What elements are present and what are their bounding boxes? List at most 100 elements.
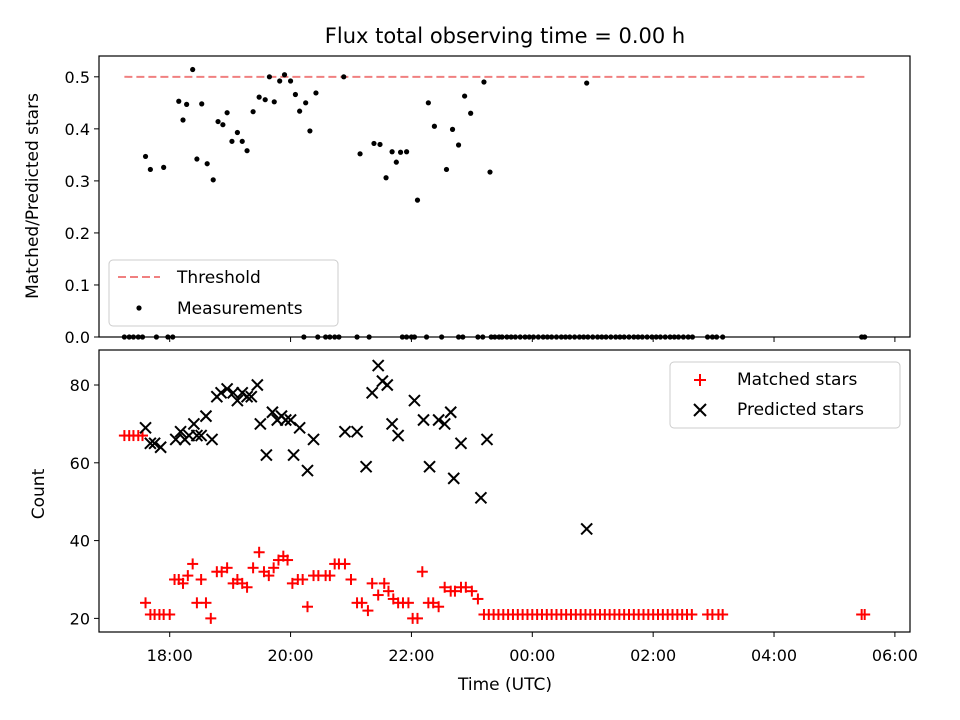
predicted-star-point: [231, 394, 244, 407]
matched-star-point: [345, 573, 357, 585]
predicted-star-point: [359, 460, 373, 473]
bottom-xtick-label: 02:00: [630, 646, 676, 665]
measurement-point: [199, 101, 205, 107]
measurement-point: [425, 100, 431, 106]
top-ytick-label: 0.5: [65, 68, 90, 87]
matched-star-point: [402, 597, 414, 609]
predicted-star-point: [293, 421, 306, 435]
measurement-point: [176, 98, 182, 104]
top-ytick-label: 0.2: [65, 224, 90, 243]
predicted-star-point: [447, 472, 460, 485]
matched-star-point: [221, 562, 233, 574]
predicted-star-point: [169, 433, 182, 446]
predicted-star-point: [365, 386, 379, 399]
measurement-point: [281, 72, 288, 78]
matched-star-point: [433, 601, 445, 613]
predicted-star-point: [190, 429, 204, 442]
matched-star-point: [164, 608, 176, 620]
measurement-point: [271, 99, 277, 105]
measurement-point: [147, 166, 153, 173]
top-yticks: 0.0 0.1 0.2 0.3 0.4 0.5: [65, 68, 99, 347]
predicted-star-point: [307, 433, 320, 446]
measurement-point: [297, 108, 303, 114]
predicted-star-point: [144, 437, 157, 450]
predicted-star-point: [260, 448, 273, 462]
measurement-point: [403, 149, 410, 155]
measurement-point: [229, 138, 235, 144]
bottom-axes-frame: [98, 349, 911, 633]
predicted-star-point: [240, 390, 254, 403]
matched-star-point: [449, 585, 461, 597]
predicted-star-point: [444, 406, 457, 419]
matched-star-point: [859, 608, 871, 620]
measurement-point: [584, 80, 590, 86]
matched-star-point: [686, 608, 698, 620]
matched-star-point: [177, 577, 189, 589]
predicted-star-point: [214, 386, 228, 399]
predicted-star-point: [154, 441, 167, 454]
predicted-star-point: [139, 421, 152, 435]
bottom-xtick-label: 20:00: [268, 646, 314, 665]
measurement-point: [142, 153, 149, 160]
predicted-star-point: [580, 522, 593, 536]
predicted-star-point: [454, 437, 468, 450]
matched-star-point: [460, 581, 472, 593]
top-axes: Flux total observing time = 0.00 h Match…: [23, 24, 911, 347]
measurement-point: [220, 122, 226, 128]
threshold-legend-label: Threshold: [176, 268, 261, 288]
matched-legend-marker: [694, 374, 706, 386]
measurement-point: [393, 159, 399, 165]
predicted-star-point: [205, 433, 219, 446]
measurement-point: [449, 126, 456, 132]
measurement-point: [303, 100, 309, 106]
predicted-star-point: [385, 417, 399, 431]
predicted-star-point: [279, 413, 292, 427]
matched-star-point: [411, 612, 423, 624]
matched-star-point: [472, 593, 484, 605]
bottom-xtick-label: 04:00: [751, 646, 797, 665]
predicted-star-point: [187, 417, 201, 431]
matched-star-point: [195, 573, 207, 585]
measurement-point: [313, 90, 319, 96]
predicted-star-point: [423, 460, 436, 473]
predicted-star-point: [350, 425, 364, 438]
measurement-point: [414, 197, 421, 203]
matched-star-point: [253, 546, 265, 558]
predicted-star-point: [287, 448, 300, 462]
measurement-point: [204, 161, 210, 167]
top-ytick-label: 0.0: [65, 328, 90, 347]
measurement-point: [292, 91, 299, 98]
matched-star-point: [182, 570, 194, 582]
measurement-point: [239, 138, 245, 144]
top-ytick-label: 0.4: [65, 120, 90, 139]
measurement-point: [397, 149, 404, 155]
predicted-star-point: [251, 378, 264, 392]
bottom-xtick-label: 18:00: [147, 646, 193, 665]
bottom-xlabel: Time (UTC): [457, 675, 552, 695]
top-legend-box: [108, 259, 339, 327]
top-ytick-label: 0.1: [65, 276, 90, 295]
matched-star-point: [382, 585, 394, 597]
measurement-point: [443, 166, 450, 173]
predicted-star-point: [432, 413, 445, 427]
predicted-star-point: [245, 390, 258, 403]
matched-star-point: [717, 608, 729, 620]
measurements-legend-marker: [136, 305, 142, 311]
measurement-point: [383, 175, 389, 181]
measurement-point: [210, 177, 216, 183]
predicted-star-point: [408, 394, 421, 407]
measurements-legend-label: Measurements: [177, 299, 303, 319]
measurement-point: [481, 79, 487, 85]
top-title: Flux total observing time = 0.00 h: [325, 24, 685, 48]
measurement-point: [468, 110, 474, 116]
matched-star-point: [339, 558, 351, 570]
matched-star-point: [324, 570, 336, 582]
bottom-legend-box: [669, 361, 901, 429]
matched-star-point: [356, 597, 368, 609]
predicted-star-point: [266, 406, 279, 419]
measurement-point: [194, 156, 200, 162]
matched-star-point: [282, 554, 294, 566]
matched-star-point: [366, 577, 378, 589]
